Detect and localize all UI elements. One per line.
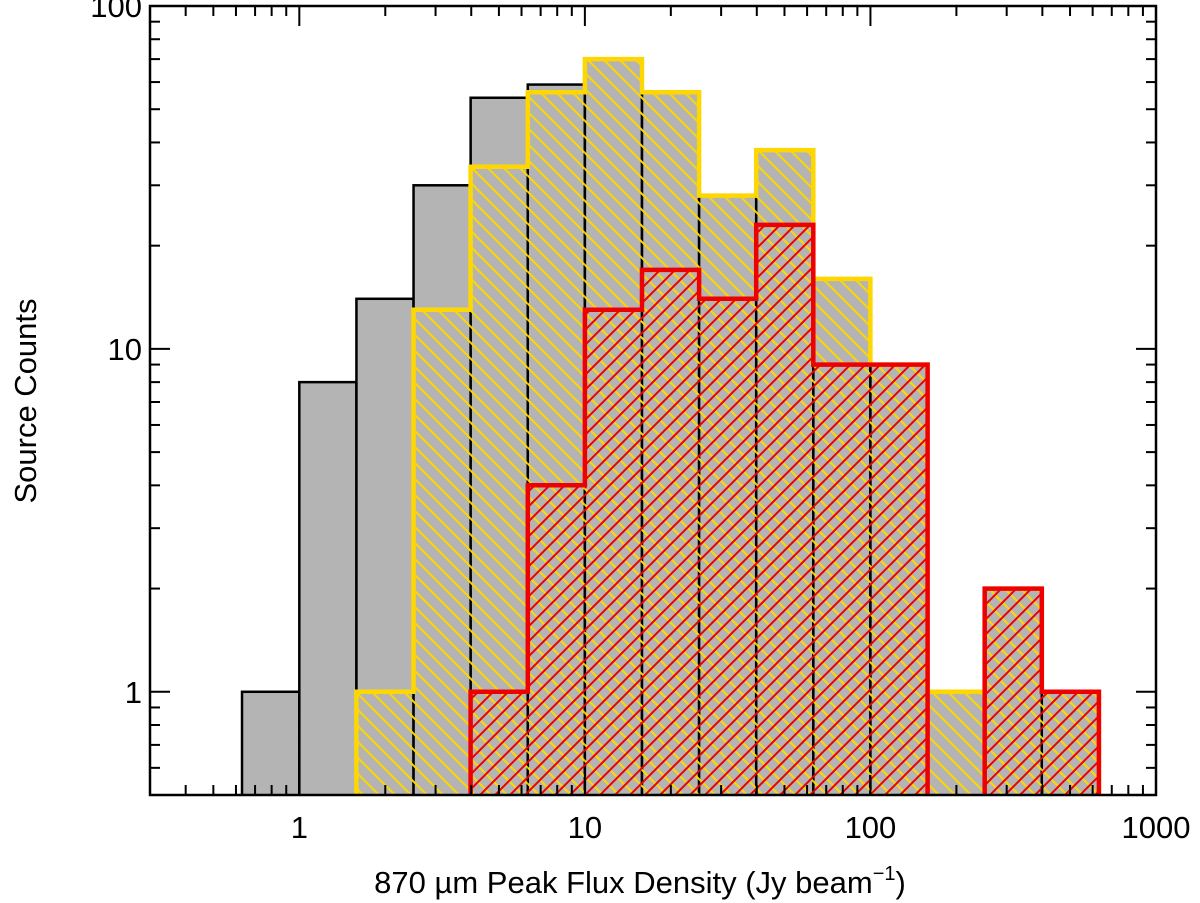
bar-red-hatch [1041,691,1099,795]
y-tick-labels: 1 10 100 [90,0,142,710]
plot-frame [148,4,1158,797]
bar-yellow-hatch [927,691,985,795]
x-axis-label-middle: m Peak Flux Density (Jy beam [452,865,872,900]
bar-red-hatch [584,309,642,795]
tick-marks [149,5,1157,796]
bar-yellow-hatch [413,309,471,795]
x-tick-labels: 1 10 100 1000 [291,810,1191,845]
bar-red-hatch [756,224,814,795]
x-axis-label-prefix: 870 [374,865,434,900]
bar-red-hatch [527,485,585,795]
x-tick-label: 100 [845,810,897,845]
bar-red-hatch [699,298,757,795]
x-tick-label: 10 [568,810,602,845]
bar-red-hatch [984,588,1042,795]
outline-red [468,222,930,795]
x-tick-label: 1 [291,810,308,845]
x-axis-label-mu: µ [434,865,452,900]
bar-all-sources [240,690,301,795]
series-red-subset [468,222,1102,795]
plot-area [240,56,1102,795]
bar-all-sources [298,380,358,795]
bar-red-hatch [813,364,871,795]
bar-yellow-hatch [356,691,414,795]
y-tick-label: 100 [90,0,142,24]
y-axis-label: Source Counts [8,298,43,503]
outline-red [982,586,1102,795]
bar-red-hatch [870,364,928,795]
y-tick-label: 1 [125,675,142,710]
y-tick-label: 10 [108,332,142,367]
x-tick-label: 1000 [1122,810,1191,845]
bar-red-hatch [641,269,700,795]
x-axis-label-suffix: ) [896,865,906,900]
x-axis-label-superscript: −1 [873,863,896,885]
x-axis-label: 870 µm Peak Flux Density (Jy beam−1) [374,863,906,900]
bar-red-hatch [470,691,528,795]
